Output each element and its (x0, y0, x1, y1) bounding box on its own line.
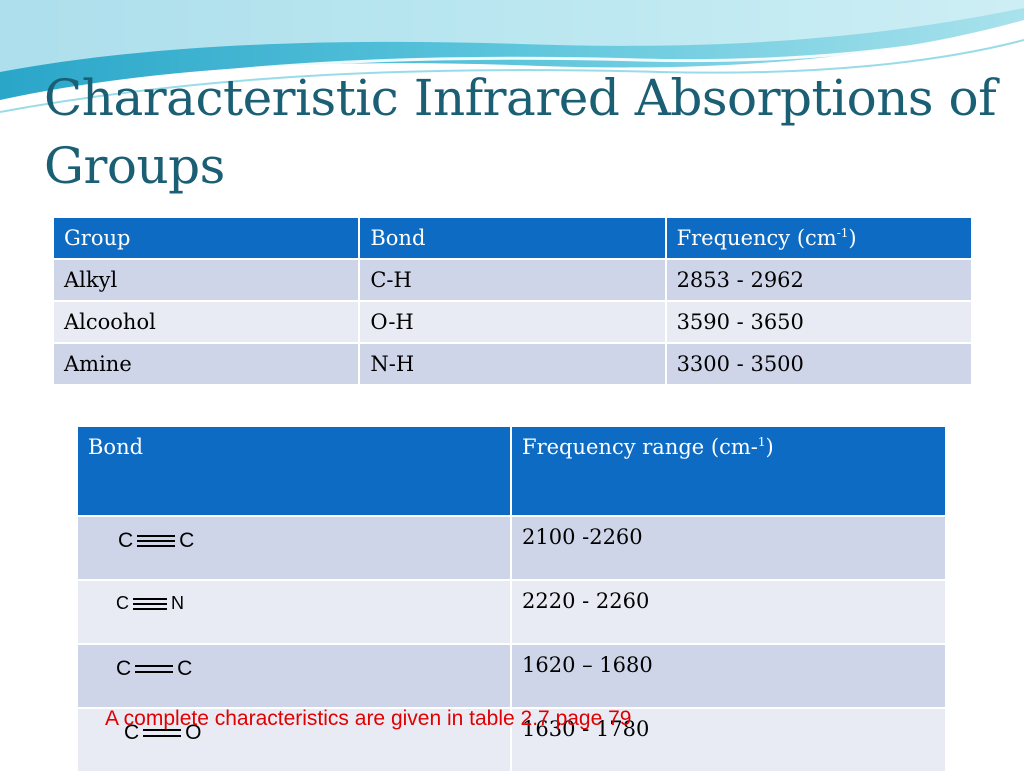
double-bond-lines-icon (135, 665, 174, 673)
cell-frequency-range: 1620 – 1680 (510, 643, 947, 709)
header-frequency: Frequency (cm-1) (664, 216, 974, 260)
triple-bond-diagram: C N (116, 593, 184, 614)
table-header-row: Bond Frequency range (cm-1) (76, 425, 947, 517)
atom-label: N (171, 593, 184, 613)
cell-bond-diagram: C N (76, 579, 512, 645)
table-row: C N 2220 - 2260 (76, 579, 947, 645)
table-row: Alkyl C-H 2853 - 2962 (51, 258, 974, 302)
header-frequency-text: Frequency (cm (676, 226, 837, 250)
atom-label: C (124, 721, 140, 744)
bond-frequency-range-table: Bond Frequency range (cm-1) C C 2100 -22… (76, 425, 947, 773)
ir-absorptions-by-group-table: Group Bond Frequency (cm-1) Alkyl C-H 28… (51, 216, 974, 386)
atom-label: C (116, 657, 132, 680)
cell-frequency: 3590 - 3650 (664, 300, 974, 344)
decorative-wave-header (0, 0, 1024, 113)
table-row: C C 2100 -2260 (76, 515, 947, 581)
double-bond-lines-icon (143, 729, 182, 737)
cell-group: Alkyl (51, 258, 361, 302)
triple-bond-lines-icon (133, 597, 167, 610)
cell-bond-diagram: C C (76, 643, 512, 709)
header-frequency-exponent: 1 (757, 435, 766, 449)
table-row: Alcoohol O-H 3590 - 3650 (51, 300, 974, 344)
table-row: C C 1620 – 1680 (76, 643, 947, 709)
atom-label: C (179, 529, 195, 552)
cell-bond: N-H (358, 342, 667, 386)
cell-bond: O-H (358, 300, 667, 344)
atom-label: C (116, 593, 129, 613)
triple-bond-lines-icon (137, 535, 176, 547)
atom-label: O (185, 721, 202, 744)
cell-group: Alcoohol (51, 300, 361, 344)
cell-frequency-range: 2100 -2260 (510, 515, 947, 581)
cell-group: Amine (51, 342, 361, 386)
header-frequency-close: ) (765, 435, 774, 459)
cell-bond: C-H (358, 258, 667, 302)
atom-label: C (177, 657, 193, 680)
header-frequency-range: Frequency range (cm-1) (510, 425, 947, 517)
cell-bond-diagram: C C (76, 515, 512, 581)
header-bond: Bond (358, 216, 667, 260)
table-row: Amine N-H 3300 - 3500 (51, 342, 974, 386)
header-frequency-text: Frequency range (cm- (522, 435, 758, 459)
cell-frequency-range: 1630 - 1780 (510, 707, 947, 773)
slide-title: Characteristic Infrared Absorptions of G… (44, 69, 997, 195)
header-frequency-close: ) (848, 226, 857, 250)
reference-note: A complete characteristics are given in … (105, 707, 632, 730)
header-bond: Bond (76, 425, 512, 517)
double-bond-diagram: C O (124, 721, 202, 745)
double-bond-diagram: C C (116, 657, 192, 681)
header-frequency-exponent: -1 (836, 226, 849, 240)
cell-frequency-range: 2220 - 2260 (510, 579, 947, 645)
triple-bond-diagram: C C (118, 529, 194, 553)
cell-frequency: 2853 - 2962 (664, 258, 974, 302)
cell-frequency: 3300 - 3500 (664, 342, 974, 386)
header-group: Group (51, 216, 361, 260)
atom-label: C (118, 529, 134, 552)
table-header-row: Group Bond Frequency (cm-1) (51, 216, 974, 260)
